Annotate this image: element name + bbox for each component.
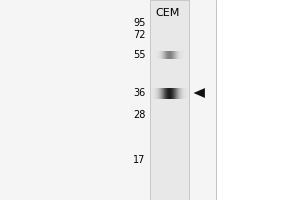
Polygon shape: [194, 88, 205, 98]
Bar: [150, 0, 189, 200]
Text: 95: 95: [133, 18, 145, 28]
Bar: [216, 0, 300, 200]
Text: 55: 55: [133, 50, 146, 60]
Text: CEM: CEM: [156, 8, 180, 18]
Text: 28: 28: [133, 110, 145, 120]
Text: 36: 36: [133, 88, 145, 98]
Text: 72: 72: [133, 30, 146, 40]
Bar: [0, 0, 216, 200]
Text: 17: 17: [133, 155, 145, 165]
